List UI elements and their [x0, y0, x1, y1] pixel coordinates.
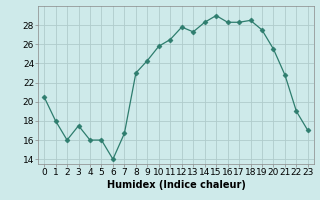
X-axis label: Humidex (Indice chaleur): Humidex (Indice chaleur)	[107, 180, 245, 190]
